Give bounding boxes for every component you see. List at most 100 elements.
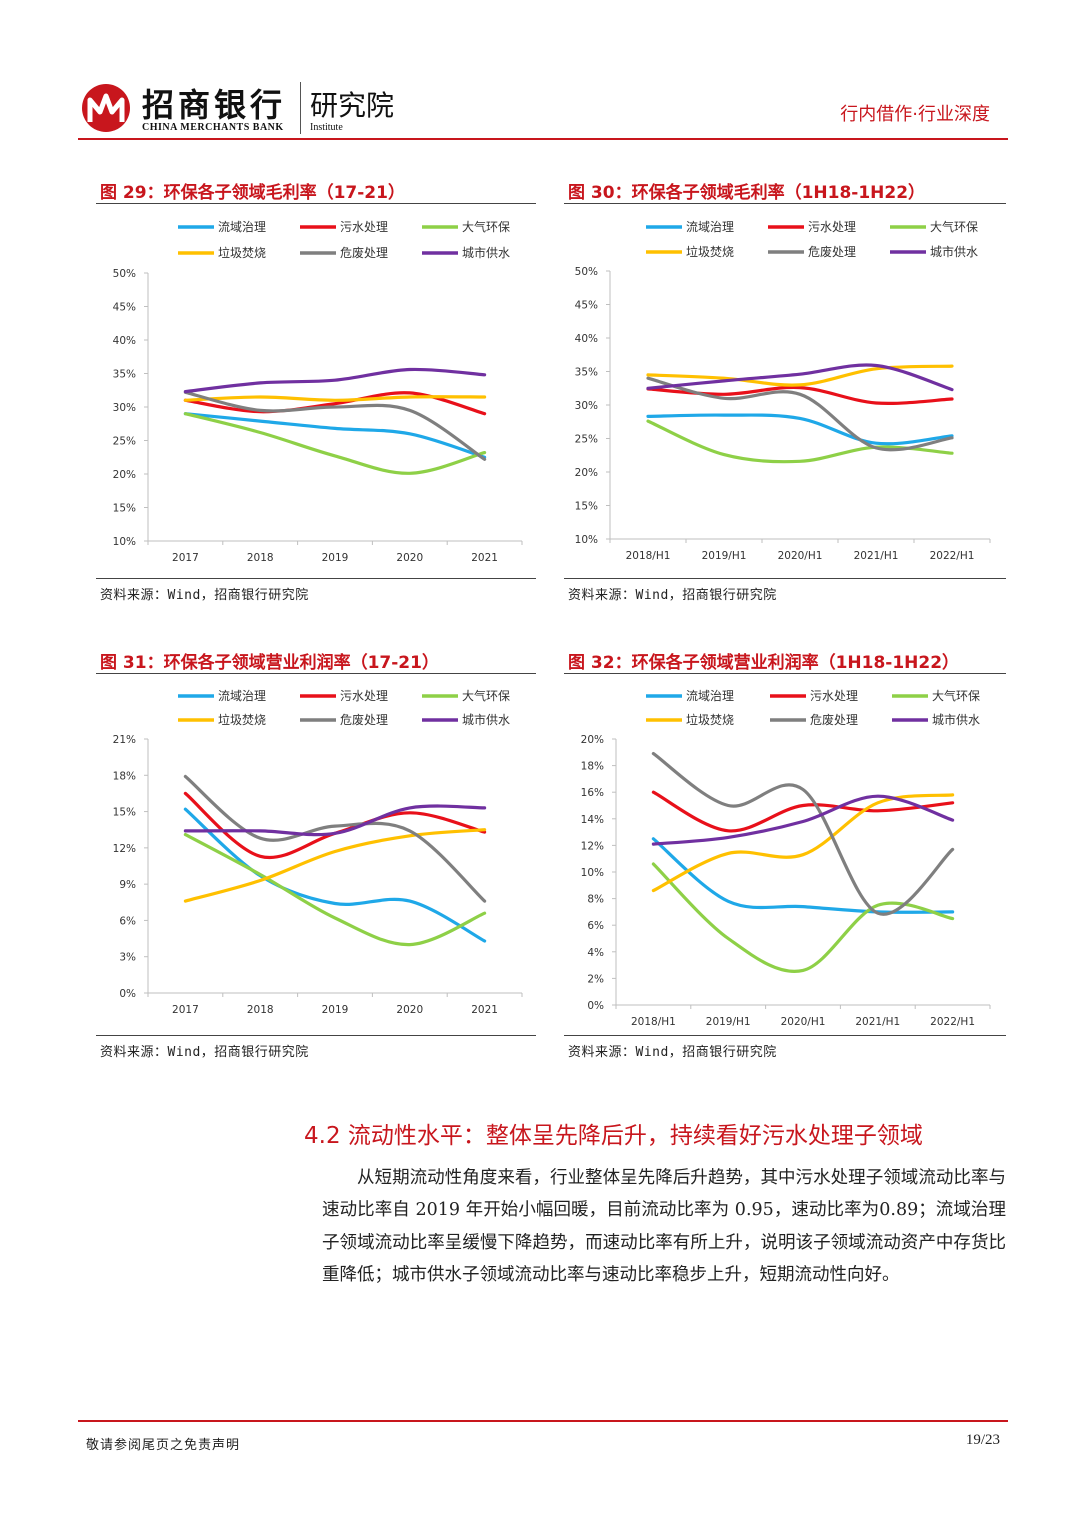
cmb-logo-icon: [82, 84, 130, 132]
x-tick-label: 2019/H1: [702, 550, 747, 562]
figure-32-source: 资料来源：Wind，招商银行研究院: [568, 1045, 777, 1060]
legend-label: 危废处理: [340, 712, 388, 727]
x-tick-label: 2017: [172, 1004, 199, 1016]
legend-item: 大气环保: [422, 219, 510, 234]
legend-label: 垃圾焚烧: [218, 712, 266, 727]
series-line: [646, 413, 954, 446]
bank-name-en: CHINA MERCHANTS BANK: [142, 122, 284, 133]
legend-item: 城市供水: [422, 712, 510, 727]
legend-label: 大气环保: [932, 688, 980, 703]
y-tick-label: 6%: [119, 915, 136, 927]
series-line: [646, 364, 954, 387]
x-tick-label: 2021: [471, 1004, 498, 1016]
legend-label: 城市供水: [932, 712, 980, 727]
figure-32-bottom-rule: [564, 1035, 1006, 1036]
legend-label: 大气环保: [930, 219, 978, 234]
series-line: [183, 412, 487, 475]
legend-item: 危废处理: [300, 712, 388, 727]
series-line: [646, 419, 954, 464]
legend-item: 流域治理: [178, 220, 266, 234]
series-line: [651, 752, 955, 916]
figure-31-top-rule: [96, 673, 536, 674]
bank-name-cn: 招商银行: [142, 86, 287, 124]
y-tick-label: 10%: [581, 867, 604, 879]
x-tick-label: 2021: [471, 552, 498, 564]
y-tick-label: 6%: [587, 920, 604, 932]
y-tick-label: 15%: [575, 501, 598, 513]
series-line: [183, 833, 487, 947]
x-tick-label: 2019: [322, 552, 349, 564]
y-tick-label: 21%: [113, 734, 136, 746]
legend-label: 污水处理: [340, 689, 388, 703]
legend-label: 流域治理: [218, 220, 266, 234]
x-tick-label: 2018: [247, 552, 274, 564]
legend-item: 城市供水: [890, 244, 978, 259]
legend-item: 城市供水: [422, 245, 510, 260]
y-tick-label: 12%: [581, 840, 604, 852]
series-line: [183, 367, 487, 394]
section-paragraph: 从短期流动性角度来看，行业整体呈先降后升趋势，其中污水处理子领域流动比率与速动比…: [322, 1168, 1006, 1285]
legend-label: 污水处理: [340, 220, 388, 234]
legend-item: 大气环保: [890, 219, 978, 234]
series-line: [183, 412, 487, 459]
y-tick-label: 12%: [113, 843, 136, 855]
institute-cn: 研究院: [310, 89, 395, 122]
y-tick-label: 15%: [113, 503, 136, 515]
series-line: [183, 804, 487, 837]
y-tick-label: 30%: [575, 400, 598, 412]
y-tick-label: 50%: [575, 266, 598, 278]
y-tick-label: 40%: [575, 333, 598, 345]
series-line: [183, 774, 487, 903]
x-tick-label: 2022/H1: [930, 550, 975, 562]
report-tag: 行内借作·行业深度: [840, 104, 990, 125]
series-line: [183, 395, 487, 402]
x-tick-label: 2020/H1: [781, 1016, 826, 1028]
y-tick-label: 4%: [587, 947, 604, 959]
legend-label: 危废处理: [808, 244, 856, 259]
y-tick-label: 18%: [113, 770, 136, 782]
legend-label: 危废处理: [810, 712, 858, 727]
y-tick-label: 3%: [119, 952, 136, 964]
legend-item: 危废处理: [300, 245, 388, 260]
legend-label: 危废处理: [340, 245, 388, 260]
legend-label: 城市供水: [930, 244, 978, 259]
y-tick-label: 2%: [587, 973, 604, 985]
y-tick-label: 16%: [581, 787, 604, 799]
legend-item: 流域治理: [178, 689, 266, 703]
y-tick-label: 20%: [581, 734, 604, 746]
legend-item: 城市供水: [892, 712, 980, 727]
figure-31-title: 图 31：环保各子领域营业利润率（17-21）: [100, 653, 439, 673]
legend-label: 垃圾焚烧: [686, 244, 734, 259]
y-tick-label: 9%: [119, 879, 136, 891]
legend-label: 大气环保: [462, 688, 510, 703]
series-line: [183, 390, 487, 461]
legend-item: 污水处理: [770, 689, 858, 703]
series-line: [651, 790, 955, 833]
series-line: [646, 363, 954, 392]
series-line: [651, 794, 955, 846]
legend-label: 流域治理: [218, 689, 266, 703]
x-tick-label: 2017: [172, 552, 199, 564]
y-tick-label: 45%: [113, 302, 136, 314]
y-tick-label: 40%: [113, 335, 136, 347]
y-tick-label: 25%: [575, 434, 598, 446]
footer-rule: [78, 1420, 1008, 1422]
legend-item: 污水处理: [300, 220, 388, 234]
x-tick-label: 2018: [247, 1004, 274, 1016]
figure-31-bottom-rule: [96, 1035, 536, 1036]
legend-item: 危废处理: [768, 244, 856, 259]
legend-label: 垃圾焚烧: [686, 712, 734, 727]
figure-31-source: 资料来源：Wind，招商银行研究院: [100, 1045, 309, 1060]
series-line: [183, 828, 487, 903]
figure-30-top-rule: [564, 203, 1006, 204]
legend-item: 垃圾焚烧: [646, 244, 734, 259]
x-tick-label: 2021/H1: [854, 550, 899, 562]
legend-label: 流域治理: [686, 220, 734, 234]
y-tick-label: 30%: [113, 402, 136, 414]
y-tick-label: 35%: [575, 367, 598, 379]
figure-29-bottom-rule: [96, 578, 536, 579]
y-tick-label: 15%: [113, 807, 136, 819]
legend-item: 流域治理: [646, 689, 734, 703]
